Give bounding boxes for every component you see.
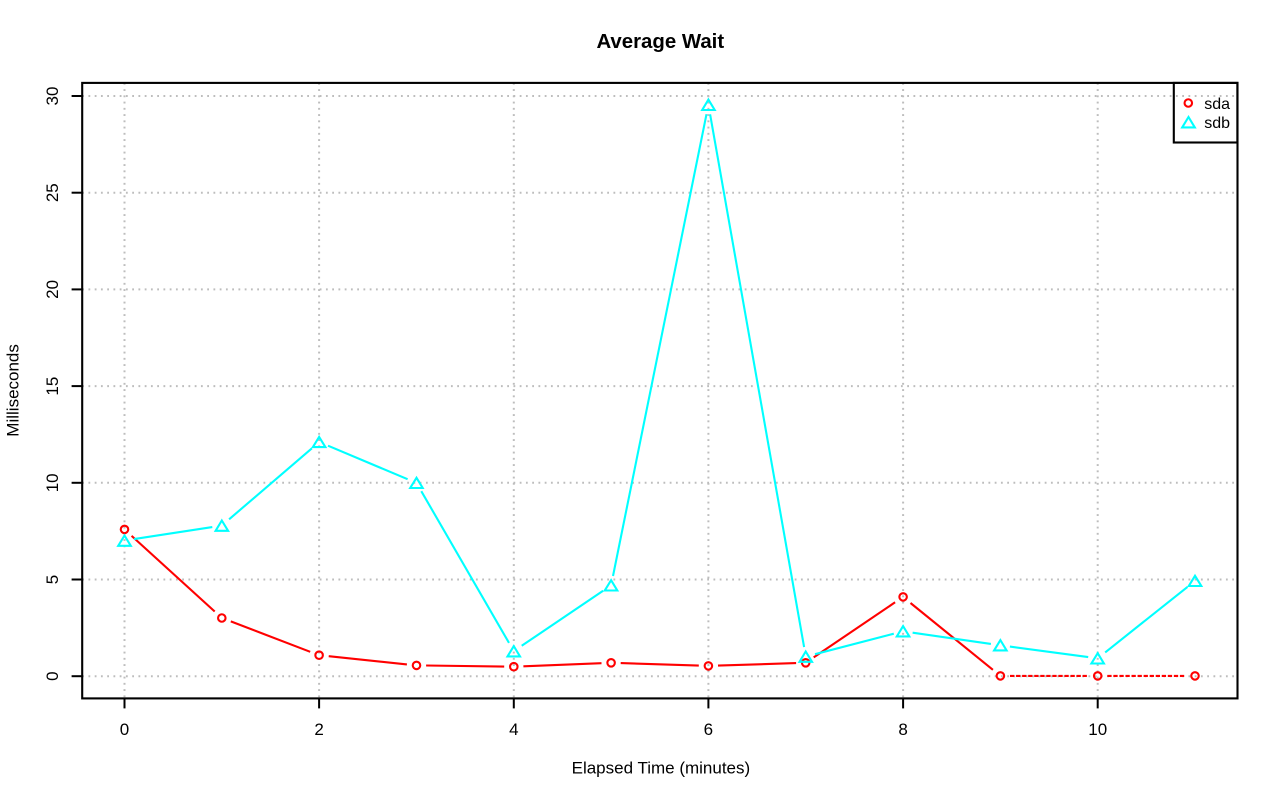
svg-text:Milliseconds: Milliseconds: [4, 344, 23, 437]
svg-text:25: 25: [43, 183, 62, 202]
svg-text:0: 0: [120, 720, 129, 739]
svg-text:6: 6: [704, 720, 713, 739]
svg-text:10: 10: [1088, 720, 1107, 739]
svg-text:Elapsed Time (minutes): Elapsed Time (minutes): [572, 759, 751, 778]
svg-text:4: 4: [509, 720, 518, 739]
svg-text:30: 30: [43, 87, 62, 106]
svg-text:sda: sda: [1204, 96, 1230, 113]
svg-text:Average Wait: Average Wait: [596, 31, 724, 53]
svg-text:8: 8: [898, 720, 907, 739]
svg-text:15: 15: [43, 377, 62, 396]
svg-text:sdb: sdb: [1204, 115, 1230, 132]
svg-text:0: 0: [43, 671, 62, 680]
svg-text:20: 20: [43, 280, 62, 299]
svg-text:10: 10: [43, 473, 62, 492]
svg-text:5: 5: [43, 575, 62, 584]
svg-text:2: 2: [314, 720, 323, 739]
